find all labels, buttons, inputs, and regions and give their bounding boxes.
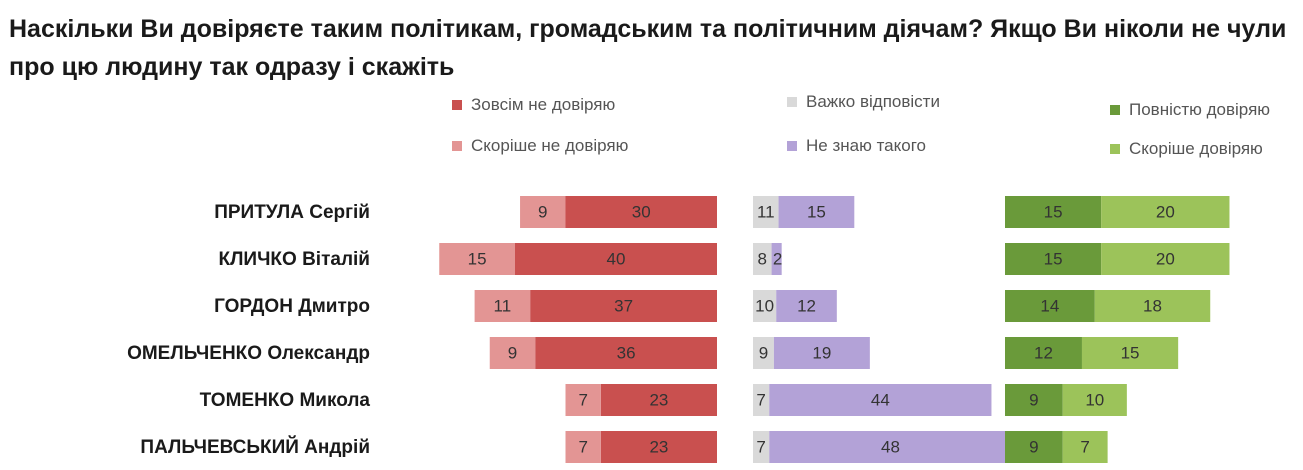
value-label-dont-know: 12 [797, 296, 816, 315]
bar-hard-to-say [753, 243, 772, 275]
square-swatch-icon [787, 141, 797, 151]
value-label-dont-know: 19 [812, 343, 831, 362]
value-label-dont-know: 15 [807, 202, 826, 221]
value-label-full-trust: 9 [1029, 437, 1038, 456]
person-label: ОМЕЛЬЧЕНКО Олександр [127, 343, 370, 364]
bar-no-trust-at-all [600, 431, 717, 463]
square-swatch-icon [452, 141, 462, 151]
bar-full-trust [1005, 243, 1102, 275]
value-label-no-trust-at-all: 37 [614, 296, 633, 315]
legend-item-no-trust-at-all: Зовсім не довіряю [452, 94, 615, 116]
square-swatch-icon [452, 100, 462, 110]
value-label-no-trust-at-all: 36 [617, 343, 636, 362]
value-label-full-trust: 14 [1040, 296, 1059, 315]
bar-dont-know [769, 384, 992, 416]
value-label-rather-no-trust: 15 [468, 249, 487, 268]
legend-item-rather-no-trust: Скоріше не довіряю [452, 135, 628, 157]
square-swatch-icon [1110, 144, 1120, 154]
value-label-no-trust-at-all: 23 [649, 390, 668, 409]
value-label-dont-know: 48 [881, 437, 900, 456]
legend-label: Повністю довіряю [1129, 100, 1271, 119]
bar-rather-trust [1101, 243, 1230, 275]
value-label-rather-no-trust: 9 [508, 343, 517, 362]
chart-title: Наскільки Ви довіряєте таким політикам, … [9, 15, 1287, 81]
bar-hard-to-say [753, 196, 779, 228]
value-label-no-trust-at-all: 23 [649, 437, 668, 456]
value-label-hard-to-say: 9 [759, 343, 768, 362]
legend-item-dont-know: Не знаю такого [787, 135, 926, 157]
bar-full-trust [1005, 431, 1063, 463]
bar-dont-know [769, 431, 1012, 463]
bar-full-trust [1005, 384, 1063, 416]
bar-hard-to-say [753, 384, 770, 416]
value-label-rather-trust: 20 [1156, 249, 1175, 268]
square-swatch-icon [787, 97, 797, 107]
bar-rather-no-trust [565, 384, 601, 416]
value-label-no-trust-at-all: 40 [607, 249, 626, 268]
bar-rather-trust [1094, 290, 1211, 322]
value-label-rather-trust: 7 [1080, 437, 1089, 456]
bar-full-trust [1005, 337, 1082, 369]
bar-rather-trust [1062, 384, 1127, 416]
square-swatch-icon [1110, 105, 1120, 115]
value-label-full-trust: 9 [1029, 390, 1038, 409]
bar-no-trust-at-all [600, 384, 717, 416]
legend-item-full-trust: Повністю довіряю [1110, 99, 1270, 121]
bar-rather-trust [1101, 196, 1230, 228]
legend-label: Важко відповісти [806, 92, 940, 111]
bar-no-trust-at-all [515, 243, 717, 275]
value-label-rather-trust: 18 [1143, 296, 1162, 315]
value-label-rather-no-trust: 7 [578, 390, 587, 409]
bar-dont-know [773, 337, 870, 369]
bar-dont-know [778, 196, 855, 228]
bar-rather-trust [1081, 337, 1179, 369]
value-label-rather-no-trust: 9 [538, 202, 547, 221]
value-label-rather-no-trust: 11 [494, 296, 512, 315]
legend-label: Скоріше не довіряю [471, 136, 629, 155]
value-label-hard-to-say: 10 [755, 296, 774, 315]
value-label-rather-trust: 20 [1156, 202, 1175, 221]
value-label-dont-know: 2 [773, 249, 782, 268]
bar-full-trust [1005, 196, 1102, 228]
bar-no-trust-at-all [530, 290, 717, 322]
value-label-hard-to-say: 7 [756, 437, 765, 456]
bar-full-trust [1005, 290, 1095, 322]
bar-rather-trust [1062, 431, 1108, 463]
legend-label: Скоріше довіряю [1129, 139, 1263, 158]
value-label-full-trust: 15 [1044, 202, 1063, 221]
value-label-hard-to-say: 11 [757, 202, 775, 221]
value-label-dont-know: 44 [871, 390, 890, 409]
bar-rather-no-trust [520, 196, 566, 228]
person-label: ПАЛЬЧЕВСЬКИЙ Андрій [140, 436, 370, 458]
bar-hard-to-say [753, 431, 770, 463]
bar-rather-no-trust [474, 290, 531, 322]
value-label-full-trust: 12 [1034, 343, 1053, 362]
bar-rather-no-trust [439, 243, 515, 275]
legend-item-hard-to-say: Важко відповісти [787, 91, 940, 113]
bar-dont-know [771, 243, 782, 275]
person-label: ГОРДОН Дмитро [214, 296, 370, 317]
bar-rather-no-trust [489, 337, 536, 369]
legend-label: Не знаю такого [806, 136, 926, 155]
bar-hard-to-say [753, 337, 774, 369]
person-label: ПРИТУЛА Сергій [214, 202, 370, 223]
value-label-hard-to-say: 7 [756, 390, 765, 409]
value-label-hard-to-say: 8 [758, 249, 767, 268]
bar-dont-know [776, 290, 837, 322]
person-label: КЛИЧКО Віталій [219, 249, 371, 270]
bar-hard-to-say [753, 290, 777, 322]
bar-rather-no-trust [565, 431, 601, 463]
bar-no-trust-at-all [565, 196, 717, 228]
value-label-rather-trust: 10 [1085, 390, 1104, 409]
value-label-rather-no-trust: 7 [578, 437, 587, 456]
value-label-rather-trust: 15 [1121, 343, 1140, 362]
value-label-full-trust: 15 [1044, 249, 1063, 268]
legend-item-rather-trust: Скоріше довіряю [1110, 138, 1263, 160]
value-label-no-trust-at-all: 30 [632, 202, 651, 221]
legend-label: Зовсім не довіряю [471, 95, 616, 114]
bar-no-trust-at-all [535, 337, 717, 369]
person-label: ТОМЕНКО Микола [200, 390, 371, 411]
